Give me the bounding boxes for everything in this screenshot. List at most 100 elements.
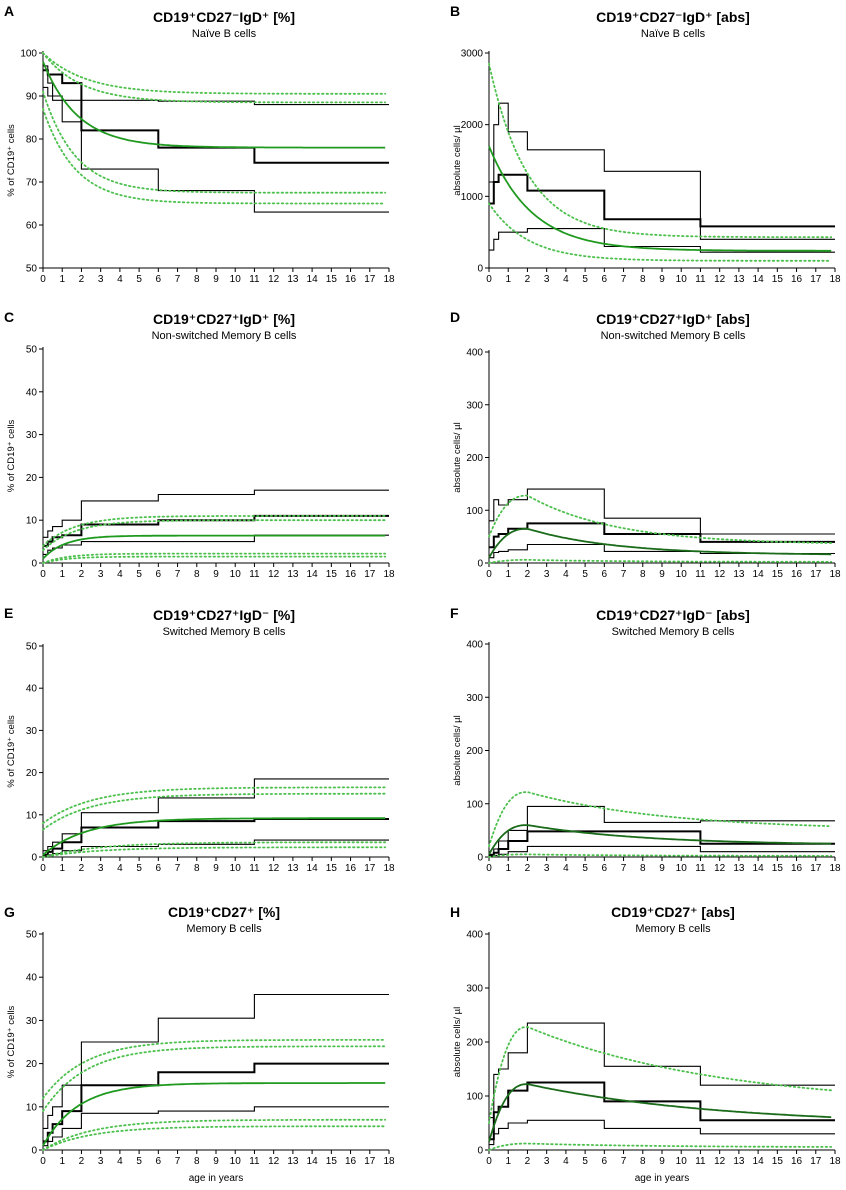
y-tick-label: 200 [466, 453, 483, 464]
panel-title: CD19⁺CD27⁺IgD⁺ [abs] [596, 311, 750, 327]
y-axis-label: absolute cells/ µl [452, 125, 463, 195]
step-line-p90 [43, 489, 389, 538]
x-tick-label: 15 [326, 274, 338, 285]
x-tick-label: 1 [59, 863, 65, 874]
y-tick-label: 10 [26, 810, 38, 821]
x-tick-label: 5 [582, 863, 588, 874]
panel-letter: H [450, 904, 460, 920]
x-tick-label: 18 [829, 863, 841, 874]
panel-letter: F [450, 605, 459, 621]
x-tick-label: 17 [810, 863, 822, 874]
x-tick-label: 5 [582, 274, 588, 285]
y-tick-label: 20 [26, 1059, 38, 1070]
y-axis-label: absolute cells/ µl [452, 715, 463, 785]
y-tick-label: 100 [466, 506, 483, 517]
x-tick-label: 0 [486, 274, 492, 285]
x-tick-label: 8 [194, 274, 200, 285]
panel-letter: G [4, 904, 15, 920]
y-tick-label: 100 [466, 1092, 483, 1103]
x-tick-label: 7 [621, 1156, 627, 1167]
x-tick-label: 2 [525, 1156, 531, 1167]
x-tick-label: 9 [213, 1156, 219, 1167]
x-tick-label: 14 [753, 274, 765, 285]
percentile-curve-p10 [42, 90, 387, 194]
y-axis-label: absolute cells/ µl [452, 422, 463, 492]
y-tick-label: 20 [26, 473, 38, 484]
x-tick-label: 15 [772, 569, 784, 580]
x-tick-label: 3 [544, 1156, 550, 1167]
panel-title: CD19⁺CD27⁺ [%] [168, 904, 280, 920]
fit-curve [488, 145, 832, 252]
x-tick-label: 5 [136, 569, 142, 580]
step-line-p90 [489, 102, 835, 240]
x-tick-label: 14 [753, 863, 765, 874]
x-tick-label: 18 [383, 863, 395, 874]
x-tick-label: 6 [602, 863, 608, 874]
y-tick-label: 400 [466, 348, 483, 359]
fit-curve [42, 817, 386, 856]
x-tick-label: 0 [40, 274, 46, 285]
x-tick-label: 5 [136, 274, 142, 285]
x-tick-label: 13 [733, 569, 745, 580]
y-tick-label: 80 [26, 135, 38, 146]
percentile-curve-p5 [42, 1125, 387, 1151]
y-tick-label: 50 [26, 264, 38, 275]
y-tick-label: 10 [26, 516, 38, 527]
x-tick-label: 6 [602, 1156, 608, 1167]
y-tick-label: 0 [477, 1146, 483, 1157]
percentile-curve-p5 [488, 558, 833, 564]
y-tick-label: 50 [26, 345, 38, 356]
y-tick-label: 0 [477, 264, 483, 275]
x-tick-label: 15 [326, 569, 338, 580]
x-tick-label: 9 [659, 863, 665, 874]
x-tick-label: 13 [287, 274, 299, 285]
y-tick-label: 200 [466, 1038, 483, 1049]
x-tick-label: 7 [621, 569, 627, 580]
x-tick-label: 14 [753, 569, 765, 580]
y-tick-label: 30 [26, 726, 38, 737]
x-tick-label: 4 [117, 1156, 123, 1167]
y-tick-label: 300 [466, 693, 483, 704]
percentile-curve-p10 [42, 1118, 387, 1151]
y-tick-label: 70 [26, 178, 38, 189]
step-line-p10 [43, 86, 389, 213]
y-tick-label: 200 [466, 746, 483, 757]
panel-subtitle: Switched Memory B cells [612, 626, 735, 638]
y-tick-label: 30 [26, 1016, 38, 1027]
x-tick-label: 17 [364, 274, 376, 285]
x-tick-label: 2 [79, 1156, 85, 1167]
panel-letter: B [450, 3, 460, 19]
x-tick-label: 6 [156, 863, 162, 874]
panel-letter: C [4, 309, 14, 325]
y-tick-label: 300 [466, 984, 483, 995]
x-tick-label: 18 [383, 1156, 395, 1167]
x-tick-label: 1 [59, 274, 65, 285]
percentile-curve-p90 [42, 52, 387, 104]
x-tick-label: 2 [79, 274, 85, 285]
fit-curve [42, 1082, 386, 1147]
x-tick-label: 13 [733, 1156, 745, 1167]
step-line-p90 [43, 65, 389, 106]
panel-g: G CD19⁺CD27⁺ [%]Memory B cells01020304050… [4, 904, 395, 1184]
x-tick-label: 14 [307, 1156, 319, 1167]
x-tick-label: 15 [772, 274, 784, 285]
x-tick-label: 10 [676, 274, 688, 285]
x-tick-label: 18 [829, 274, 841, 285]
percentile-curve-p95 [42, 52, 387, 95]
y-tick-label: 30 [26, 430, 38, 441]
panel-letter: A [4, 3, 14, 19]
x-tick-label: 7 [621, 274, 627, 285]
step-line-median [489, 1081, 835, 1141]
percentile-curve-p5 [488, 202, 833, 262]
x-tick-label: 15 [772, 863, 784, 874]
x-tick-label: 9 [659, 569, 665, 580]
fit-curve [488, 824, 832, 855]
x-axis-label: age in years [189, 1173, 243, 1184]
panel-letter: E [4, 605, 13, 621]
y-tick-label: 10 [26, 1102, 38, 1113]
y-tick-label: 40 [26, 387, 38, 398]
x-tick-label: 13 [287, 569, 299, 580]
x-tick-label: 10 [230, 274, 242, 285]
x-tick-label: 13 [733, 274, 745, 285]
panel-subtitle: Non-switched Memory B cells [601, 330, 746, 342]
